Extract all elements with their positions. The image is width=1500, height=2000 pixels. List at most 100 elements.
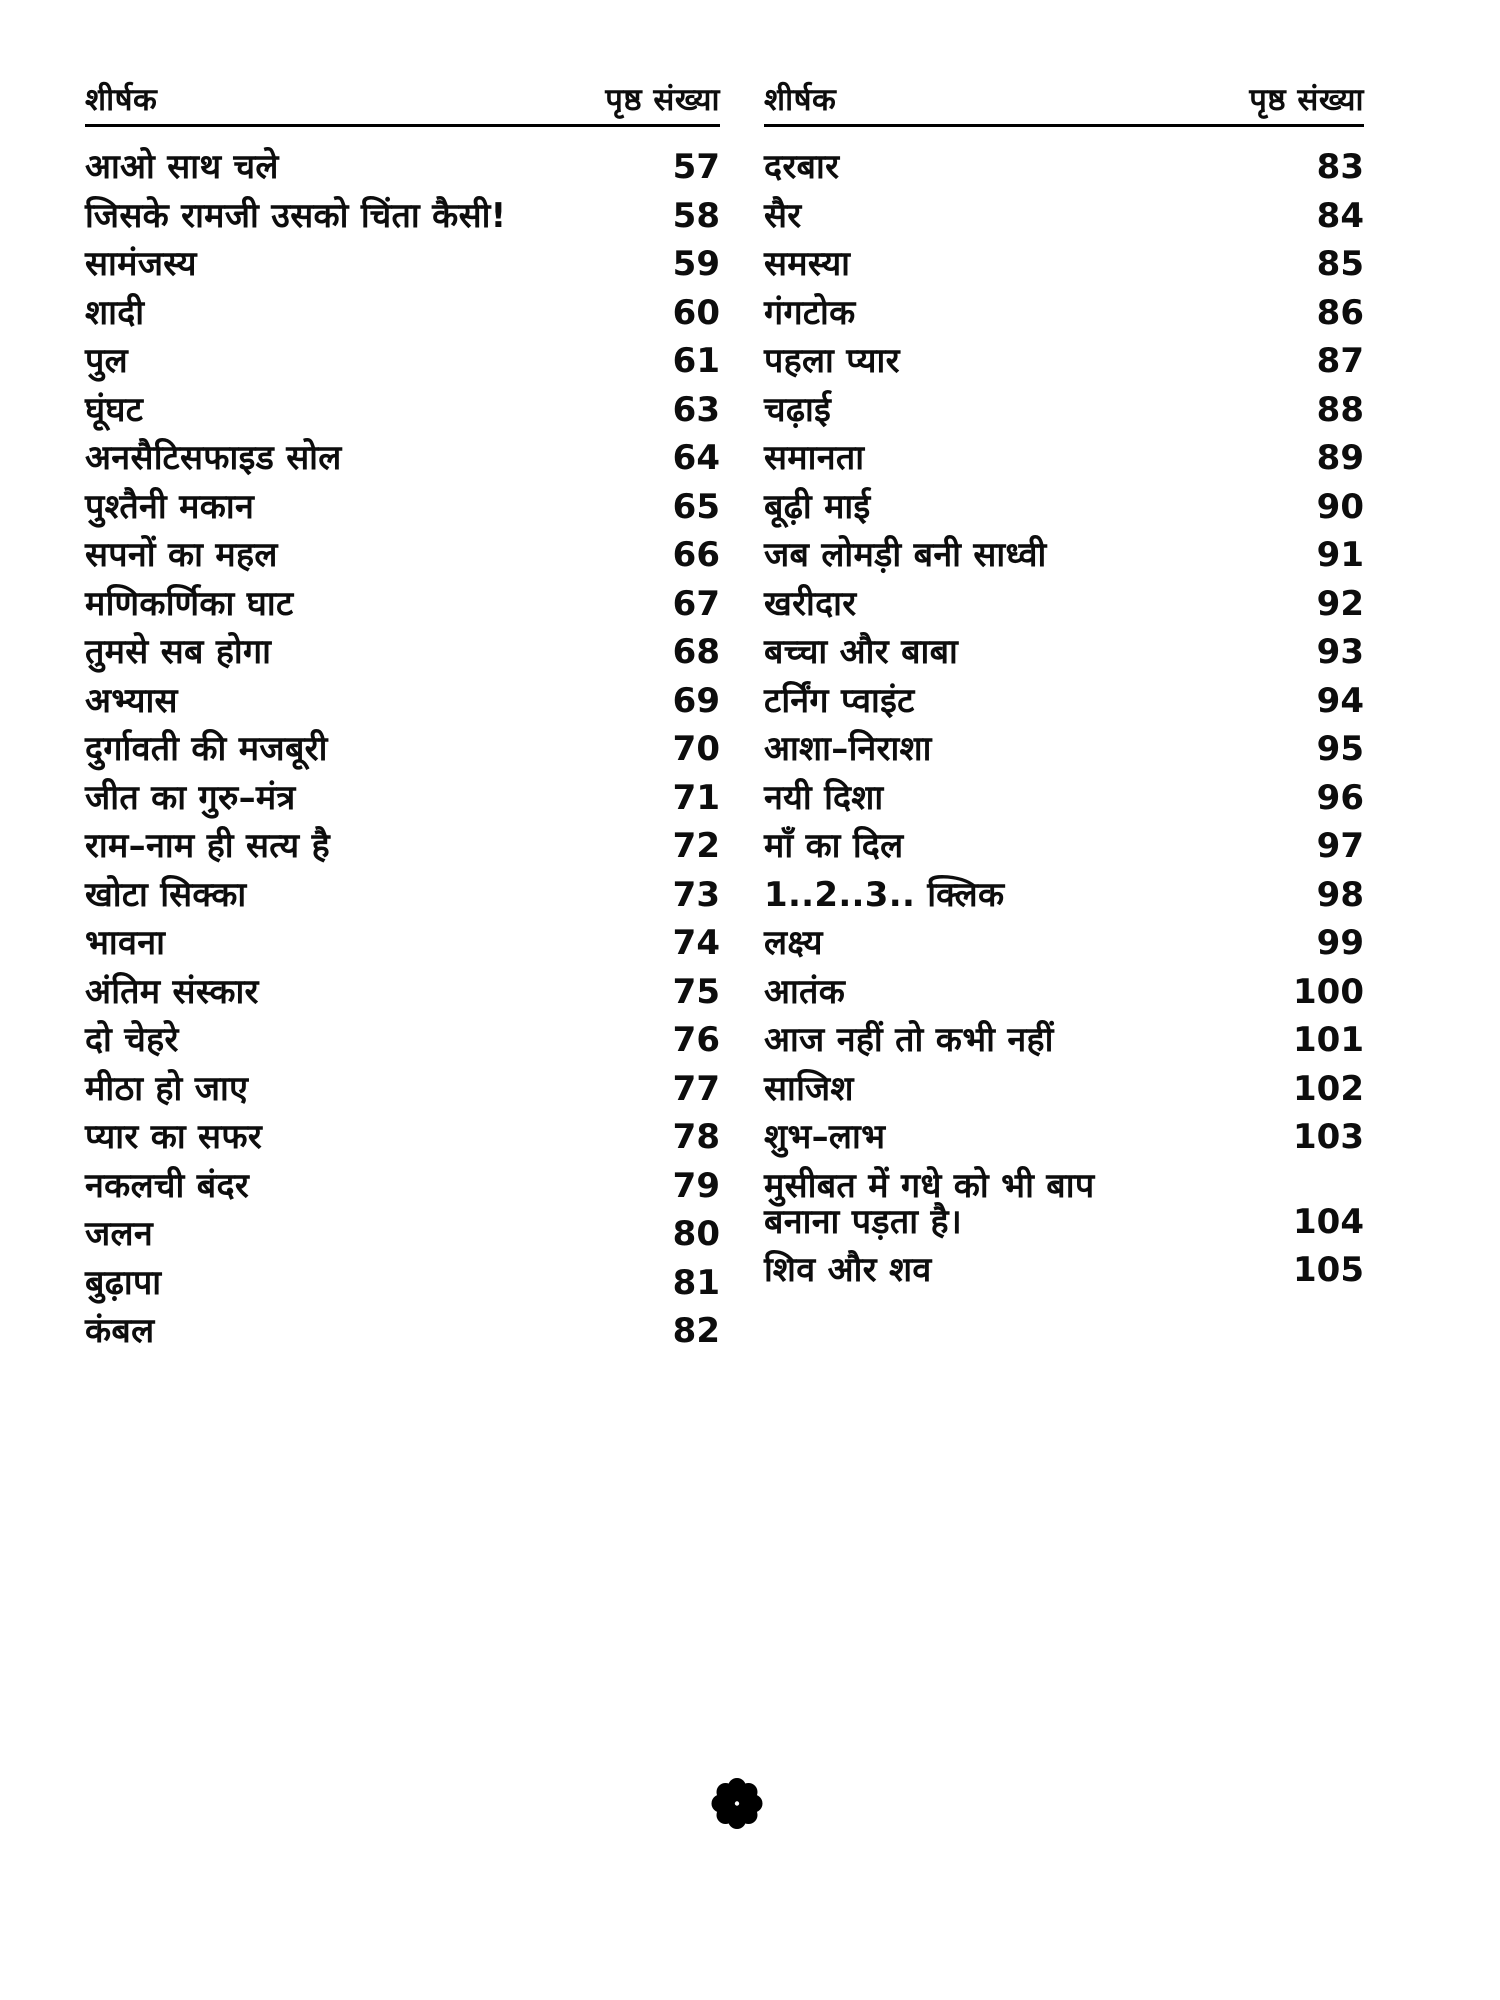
toc-entry-title: अंतिम संस्कार xyxy=(85,971,259,1012)
toc-entry: सामंजस्य 59 xyxy=(85,246,720,282)
toc-entry-title: तुमसे सब होगा xyxy=(85,632,272,672)
toc-entry-page: 98 xyxy=(1316,874,1364,915)
toc-entry: बुढ़ापा 81 xyxy=(85,1265,720,1301)
toc-entry-title: मीठा हो जाए xyxy=(85,1068,249,1109)
toc-entry: भावना 74 xyxy=(85,925,720,961)
toc-entry-page: 93 xyxy=(1316,632,1364,672)
toc-entry-title: पुश्तैनी मकान xyxy=(85,486,255,527)
toc-entry-title: मणिकर्णिका घाट xyxy=(85,583,294,624)
toc-entry-page: 86 xyxy=(1316,292,1364,333)
toc-entry-page: 70 xyxy=(672,729,720,769)
toc-entry-title: नकलची बंदर xyxy=(85,1165,250,1206)
toc-entry: जीत का गुरु–मंत्र 71 xyxy=(85,780,720,816)
toc-entry: शिव और शव 105 xyxy=(764,1252,1364,1288)
toc-entry: खरीदार 92 xyxy=(764,586,1364,622)
toc-entry: सपनों का महल 66 xyxy=(85,537,720,573)
toc-entry-title: 1..2..3.. क्लिक xyxy=(764,874,1005,915)
toc-entry-title: शिव और शव xyxy=(764,1250,932,1290)
toc-entry-page: 73 xyxy=(672,874,720,915)
toc-entry-page: 91 xyxy=(1316,535,1364,575)
toc-entry: जिसके रामजी उसको चिंता कैसी! 58 xyxy=(85,198,720,234)
header-title-label: शीर्षक xyxy=(85,82,158,118)
toc-entry-page: 105 xyxy=(1293,1250,1364,1290)
toc-entry-title: आशा–निराशा xyxy=(764,729,932,769)
column-header-left: शीर्षक पृष्ठ संख्या xyxy=(85,78,720,127)
toc-entry: पुल 61 xyxy=(85,343,720,379)
toc-entry: राम–नाम ही सत्य है 72 xyxy=(85,828,720,864)
toc-entry: आज नहीं तो कभी नहीं 101 xyxy=(764,1022,1364,1058)
toc-entry-title: आज नहीं तो कभी नहीं xyxy=(764,1020,1054,1060)
toc-entry-title: माँ का दिल xyxy=(764,826,904,866)
toc-entry-page: 100 xyxy=(1293,971,1364,1012)
toc-entry-title: सामंजस्य xyxy=(85,244,197,284)
header-page-label: पृष्ठ संख्या xyxy=(1249,82,1364,118)
toc-entry-title: जीत का गुरु–मंत्र xyxy=(85,777,296,818)
toc-entry-title: टर्निंग प्वाइंट xyxy=(764,680,915,721)
toc-entry-page: 59 xyxy=(672,244,720,284)
header-title-label: शीर्षक xyxy=(764,82,837,118)
toc-entry-title: समस्या xyxy=(764,244,851,284)
toc-column-right: शीर्षक पृष्ठ संख्या दरबार 83 सैर 84 समस्या 85… xyxy=(764,78,1364,1362)
toc-entry-title: घूंघट xyxy=(85,389,144,430)
toc-entry-page: 82 xyxy=(672,1311,720,1351)
toc-entry-page: 97 xyxy=(1316,826,1364,866)
toc-entry-title: गंगटोक xyxy=(764,292,856,333)
florette-icon xyxy=(711,1776,763,1830)
toc-entry-page: 72 xyxy=(672,826,720,866)
toc-entry-page: 92 xyxy=(1316,583,1364,624)
toc-entry: पुश्तैनी मकान 65 xyxy=(85,489,720,525)
toc-entry: जब लोमड़ी बनी साध्वी 91 xyxy=(764,537,1364,573)
toc-entry: शुभ–लाभ 103 xyxy=(764,1119,1364,1155)
toc-entry-title: आतंक xyxy=(764,971,846,1012)
toc-entry: शादी 60 xyxy=(85,295,720,331)
toc-entry: बच्चा और बाबा 93 xyxy=(764,634,1364,670)
toc-entry-title: दरबार xyxy=(764,147,840,187)
toc-entry: माँ का दिल 97 xyxy=(764,828,1364,864)
toc-entry-page: 61 xyxy=(672,341,720,381)
toc-entry-page: 95 xyxy=(1316,729,1364,769)
toc-entry-title: प्यार का सफर xyxy=(85,1117,263,1157)
toc-entry-title: अभ्यास xyxy=(85,680,178,721)
toc-entry: चढ़ाई 88 xyxy=(764,392,1364,428)
toc-entry: आओ साथ चले 57 xyxy=(85,149,720,185)
toc-entry: साजिश 102 xyxy=(764,1071,1364,1107)
toc-entry: समस्या 85 xyxy=(764,246,1364,282)
toc-entry-title: साजिश xyxy=(764,1068,854,1109)
toc-entry-page: 85 xyxy=(1316,244,1364,284)
toc-entry-page: 60 xyxy=(672,292,720,333)
toc-entry-title: मुसीबत में गधे को भी बाप बनाना पड़ता है। xyxy=(764,1165,1095,1242)
toc-entry-title: जलन xyxy=(85,1214,154,1254)
toc-entry-page: 75 xyxy=(672,971,720,1012)
toc-entry-page: 96 xyxy=(1316,777,1364,818)
toc-entry: गंगटोक 86 xyxy=(764,295,1364,331)
toc-entry-page: 80 xyxy=(672,1214,720,1254)
toc-entry: घूंघट 63 xyxy=(85,392,720,428)
toc-entry: खोटा सिक्का 73 xyxy=(85,877,720,913)
toc-entry-title: राम–नाम ही सत्य है xyxy=(85,826,330,866)
toc-entry-page: 77 xyxy=(672,1068,720,1109)
toc-entry-title: अनसैटिसफाइड सोल xyxy=(85,438,342,478)
header-page-label: पृष्ठ संख्या xyxy=(605,82,720,118)
toc-entry-title: बच्चा और बाबा xyxy=(764,632,959,672)
toc-rows-left: आओ साथ चले 57 जिसके रामजी उसको चिंता कैसी!… xyxy=(85,149,720,1349)
toc-entry: 1..2..3.. क्लिक 98 xyxy=(764,877,1364,913)
toc-entry-title: चढ़ाई xyxy=(764,389,832,430)
toc-entry: दो चेहरे 76 xyxy=(85,1022,720,1058)
toc-entry-page: 64 xyxy=(672,438,720,478)
toc-entry: दुर्गावती की मजबूरी 70 xyxy=(85,731,720,767)
toc-entry-page: 79 xyxy=(672,1165,720,1206)
toc-entry-title: नयी दिशा xyxy=(764,777,884,818)
toc-entry-page: 94 xyxy=(1316,680,1364,721)
toc-entry: पहला प्यार 87 xyxy=(764,343,1364,379)
toc-entry-page: 88 xyxy=(1316,389,1364,430)
toc-entry: मणिकर्णिका घाट 67 xyxy=(85,586,720,622)
toc-entry-page: 65 xyxy=(672,486,720,527)
toc-entry-page: 104 xyxy=(1293,1201,1364,1242)
toc-entry-title: सैर xyxy=(764,195,802,236)
toc-entry: अनसैटिसफाइड सोल 64 xyxy=(85,440,720,476)
toc-entry-page: 102 xyxy=(1293,1068,1364,1109)
toc-entry-page: 63 xyxy=(672,389,720,430)
toc-columns: शीर्षक पृष्ठ संख्या आओ साथ चले 57 जिसके रा… xyxy=(85,78,1364,1362)
toc-entry-title: लक्ष्य xyxy=(764,923,823,963)
